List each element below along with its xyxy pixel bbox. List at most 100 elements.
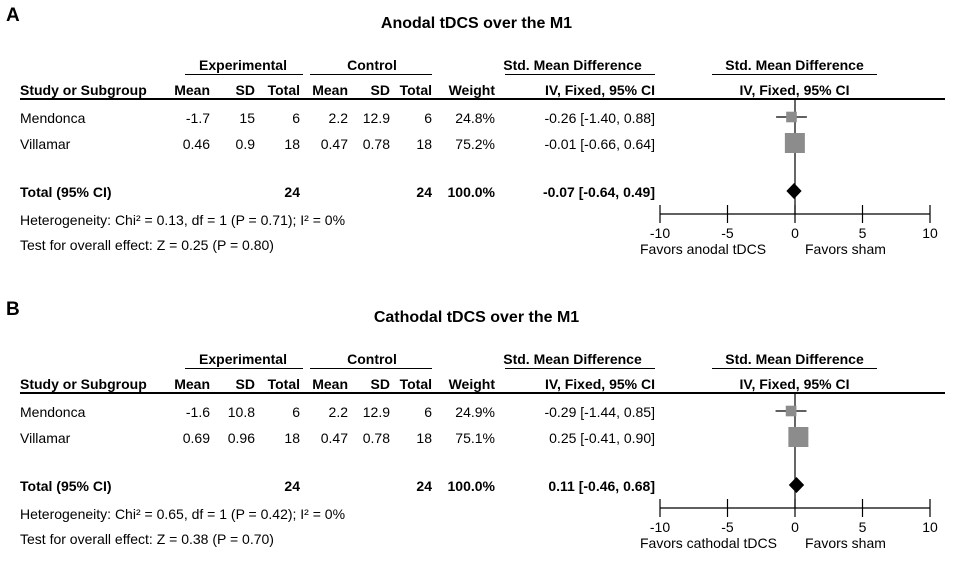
study-ctl-total: 6: [424, 110, 432, 126]
study-weight: 24.8%: [455, 110, 495, 126]
favors-right-label: Favors sham: [805, 535, 886, 551]
study-exp-sd: 0.9: [235, 136, 255, 152]
study-ctl-mean: 0.47: [320, 430, 348, 446]
header-ctl-sd: SD: [370, 376, 390, 392]
study-ctl-total: 18: [416, 136, 432, 152]
underline-control: [310, 74, 432, 75]
panel-letter: A: [6, 5, 20, 26]
x-tick-label: 10: [922, 225, 938, 241]
header-ctl-total: Total: [399, 82, 432, 98]
study-ctl-total: 18: [416, 430, 432, 446]
study-ctl-mean: 2.2: [328, 404, 348, 420]
underline-plot: [712, 74, 877, 75]
study-exp-total: 18: [284, 136, 300, 152]
header-rule: [20, 98, 945, 100]
header-ctl-mean: Mean: [312, 82, 348, 98]
study-ci: -0.29 [-1.44, 0.85]: [544, 404, 655, 420]
header-plot-sub: IV, Fixed, 95% CI: [739, 376, 850, 392]
total-diamond: [788, 477, 805, 493]
x-tick-label: 0: [791, 225, 799, 241]
study-exp-mean: -1.7: [185, 110, 210, 126]
study-point-square: [784, 133, 805, 153]
header-weight: Weight: [448, 82, 495, 98]
header-control: Control: [347, 57, 397, 73]
underline-control: [310, 368, 432, 369]
forest-panel-cathodal: B Cathodal tDCS over the M1 Experimental…: [0, 294, 953, 582]
x-tick-label: -5: [721, 519, 734, 535]
forest-plot-svg: -10 -5 0 5 10 Favors anodal tDCS Favors sham: [640, 100, 938, 257]
study-ctl-mean: 2.2: [328, 110, 348, 126]
study-ci: -0.26 [-1.40, 0.88]: [544, 110, 655, 126]
study-ctl-total: 6: [424, 404, 432, 420]
header-exp-sd: SD: [235, 376, 255, 392]
study-exp-sd: 15: [239, 110, 255, 126]
study-point-square: [786, 111, 797, 123]
panel-letter: B: [6, 299, 20, 320]
study-exp-sd: 10.8: [227, 404, 255, 420]
heterogeneity-text: Heterogeneity: Chi² = 0.65, df = 1 (P = …: [20, 506, 346, 522]
study-ctl-sd: 0.78: [362, 430, 390, 446]
x-tick-label: 0: [791, 519, 799, 535]
header-study: Study or Subgroup: [20, 376, 147, 392]
underline-plot: [712, 368, 877, 369]
total-diamond: [786, 183, 802, 199]
overall-effect-text: Test for overall effect: Z = 0.25 (P = 0…: [20, 237, 274, 253]
header-effect-sub: IV, Fixed, 95% CI: [545, 82, 655, 98]
study-exp-sd: 0.96: [227, 430, 255, 446]
favors-left-label: Favors anodal tDCS: [640, 241, 766, 257]
header-weight: Weight: [448, 376, 495, 392]
x-tick-label: 5: [859, 225, 867, 241]
x-tick-label: 5: [859, 519, 867, 535]
header-ctl-sd: SD: [370, 82, 390, 98]
header-experimental: Experimental: [199, 57, 287, 73]
header-control: Control: [347, 351, 397, 367]
study-name: Mendonca: [20, 404, 86, 420]
header-exp-sd: SD: [235, 82, 255, 98]
study-ctl-sd: 0.78: [362, 136, 390, 152]
favors-right-label: Favors sham: [805, 241, 886, 257]
study-ci: 0.25 [-0.41, 0.90]: [549, 430, 655, 446]
total-weight: 100.0%: [447, 184, 495, 200]
header-effect-group: Std. Mean Difference: [503, 57, 642, 73]
total-ci: -0.07 [-0.64, 0.49]: [542, 184, 655, 200]
header-experimental: Experimental: [199, 351, 287, 367]
panel-title: Cathodal tDCS over the M1: [373, 309, 580, 326]
study-exp-total: 6: [292, 110, 300, 126]
total-ctl-total: 24: [416, 478, 432, 494]
study-exp-mean: 0.69: [182, 430, 210, 446]
study-weight: 75.1%: [455, 430, 495, 446]
underline-effect: [505, 74, 655, 75]
header-study: Study or Subgroup: [20, 82, 147, 98]
study-weight: 24.9%: [455, 404, 495, 420]
underline-effect: [505, 368, 655, 369]
heterogeneity-text: Heterogeneity: Chi² = 0.13, df = 1 (P = …: [20, 212, 346, 228]
study-name: Villamar: [20, 136, 71, 152]
header-exp-mean: Mean: [174, 376, 210, 392]
header-ctl-total: Total: [399, 376, 432, 392]
total-ctl-total: 24: [416, 184, 432, 200]
study-exp-total: 6: [292, 404, 300, 420]
total-exp-total: 24: [284, 478, 300, 494]
header-exp-total: Total: [267, 376, 300, 392]
study-exp-mean: -1.6: [185, 404, 210, 420]
study-exp-total: 18: [284, 430, 300, 446]
underline-experimental: [185, 74, 303, 75]
header-effect-sub: IV, Fixed, 95% CI: [545, 376, 655, 392]
x-tick-label: -10: [650, 225, 670, 241]
forest-panel-anodal: A Anodal tDCS over the M1 Experimental C…: [0, 0, 953, 288]
header-rule: [20, 392, 945, 394]
study-point-square: [788, 427, 809, 447]
x-tick-label: -10: [650, 519, 670, 535]
x-tick-label: -5: [721, 225, 734, 241]
forest-plot-svg: -10 -5 0 5 10 Favors cathodal tDCS Favors sham: [640, 394, 938, 551]
study-exp-mean: 0.46: [182, 136, 210, 152]
study-weight: 75.2%: [455, 136, 495, 152]
header-ctl-mean: Mean: [312, 376, 348, 392]
study-name: Mendonca: [20, 110, 86, 126]
study-point-square: [785, 405, 797, 417]
study-ctl-mean: 0.47: [320, 136, 348, 152]
header-plot-group: Std. Mean Difference: [725, 57, 864, 73]
underline-experimental: [185, 368, 303, 369]
total-ci: 0.11 [-0.46, 0.68]: [548, 478, 655, 494]
total-weight: 100.0%: [447, 478, 495, 494]
